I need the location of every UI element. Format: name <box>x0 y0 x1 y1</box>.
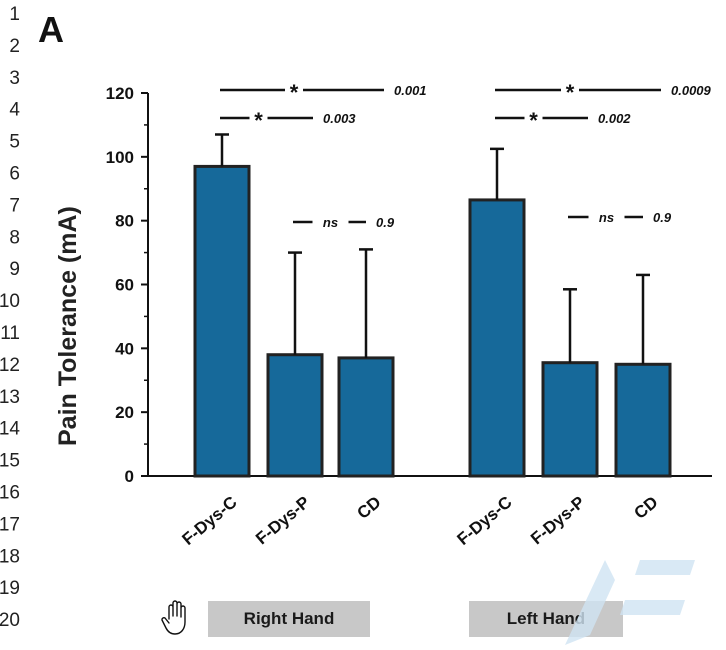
line-number: 13 <box>0 387 20 408</box>
significance-label: ns <box>599 210 614 225</box>
category-label: F-Dys-C <box>178 493 240 549</box>
significance-label: ns <box>323 215 338 230</box>
line-number: 5 <box>9 132 20 153</box>
significance-label: * <box>529 108 538 133</box>
y-tick-label: 100 <box>106 148 134 167</box>
line-number: 14 <box>0 419 20 440</box>
line-number: 7 <box>9 195 20 216</box>
line-number: 10 <box>0 291 20 312</box>
raised-hand-icon <box>161 600 186 635</box>
line-number: 1 <box>9 4 20 25</box>
line-number: 17 <box>0 514 20 535</box>
panel-label: A <box>38 9 64 50</box>
right-hand-group-label: Right Hand <box>208 601 370 637</box>
bar <box>193 164 251 478</box>
y-tick-labels: 0 20 40 60 80 100 120 <box>106 84 134 486</box>
p-value-label: 0.002 <box>598 111 631 126</box>
category-label: CD <box>631 493 662 523</box>
bar <box>337 356 395 478</box>
p-value-label: 0.001 <box>394 83 427 98</box>
significance-label: * <box>290 80 299 105</box>
line-number: 2 <box>9 36 20 57</box>
error-bars <box>215 133 650 365</box>
p-value-label: 0.0009 <box>671 83 712 98</box>
bar <box>541 361 599 478</box>
line-number: 15 <box>0 451 20 472</box>
line-number: 11 <box>0 323 20 344</box>
y-tick-label: 80 <box>115 212 134 231</box>
y-tick-label: 0 <box>125 467 134 486</box>
p-value-label: 0.003 <box>323 111 356 126</box>
line-number: 12 <box>0 355 20 376</box>
p-value-label: 0.9 <box>653 210 672 225</box>
line-number: 6 <box>9 164 20 185</box>
y-tick-label: 40 <box>115 339 134 358</box>
comparison-annotations: * 0.001 * 0.003 ns 0.9 * 0.0009 * 0.002 ns 0.9 <box>220 80 712 230</box>
y-axis-label: Pain Tolerance (mA) <box>54 206 82 446</box>
line-number: 9 <box>9 259 20 280</box>
p-value-label: 0.9 <box>376 215 395 230</box>
category-label: F-Dys-P <box>252 493 313 549</box>
significance-label: * <box>254 108 263 133</box>
bar <box>468 198 526 478</box>
line-number: 8 <box>9 227 20 248</box>
bars <box>193 164 672 478</box>
line-number: 4 <box>9 100 20 121</box>
significance-label: * <box>566 80 575 105</box>
y-tick-label: 20 <box>115 403 134 422</box>
line-number: 16 <box>0 483 20 504</box>
line-number: 19 <box>0 578 20 599</box>
line-number: 18 <box>0 546 20 567</box>
bar <box>266 353 324 478</box>
bar <box>614 362 672 478</box>
y-tick-label: 120 <box>106 84 134 103</box>
category-label: CD <box>354 493 385 523</box>
category-label: F-Dys-C <box>453 493 515 549</box>
line-number: 3 <box>9 68 20 89</box>
line-number: 20 <box>0 610 20 631</box>
y-tick-label: 60 <box>115 276 134 295</box>
watermark-logo <box>565 560 695 645</box>
